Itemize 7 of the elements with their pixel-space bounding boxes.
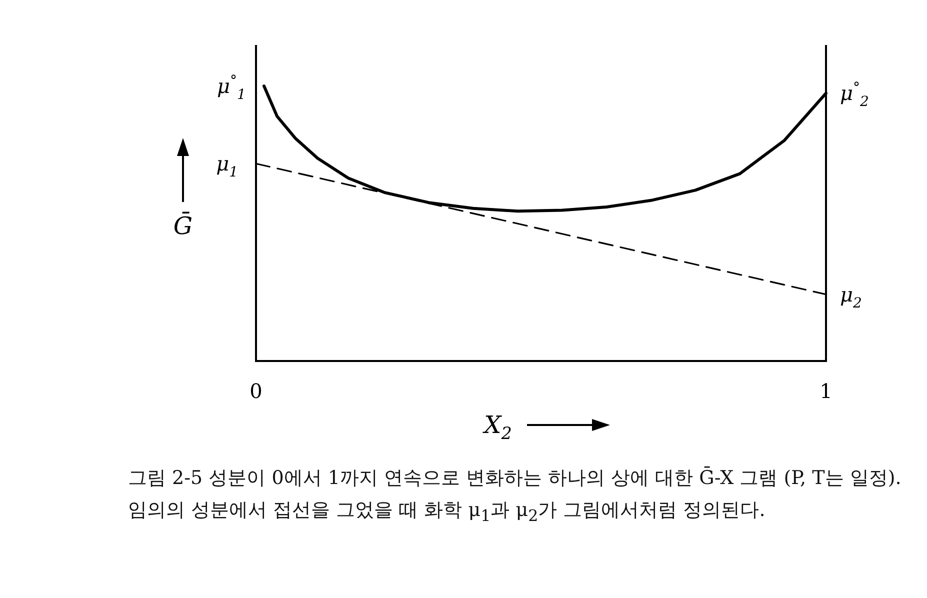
caption: 그림 2-5 성분이 0에서 1까지 연속으로 변화하는 하나의 상에 대한 Ḡ-X 그램 (P, T는 일정). 임의의 성분에서 접선을 그었을 때 화학 μ$_{1}$과 μ$_{2}$가 그림에서처럼 정의된다.: [128, 465, 902, 527]
annotation: μ$_{2}$: [840, 282, 862, 312]
x-tick-label: 0: [250, 379, 262, 403]
annotation: μ$_{1}$: [216, 152, 238, 181]
y-axis-title: Ḡ: [173, 211, 193, 240]
x-tick-label: 1: [820, 379, 832, 403]
x-axis-title: X$_{2}$: [482, 411, 512, 443]
